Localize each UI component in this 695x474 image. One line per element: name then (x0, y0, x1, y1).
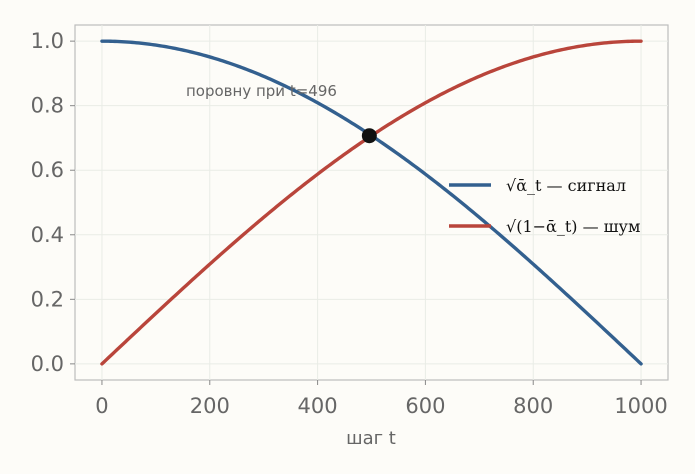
y-tick-label: 1.0 (31, 29, 64, 53)
y-tick-label: 0.8 (31, 94, 64, 118)
y-ticks: 0.0 0.2 0.4 0.6 0.8 1.0 (31, 29, 75, 376)
x-tick-label: 1000 (614, 394, 667, 418)
x-tick-label: 800 (513, 394, 553, 418)
x-ticks: 0 200 400 600 800 1000 (95, 380, 668, 418)
y-tick-label: 0.0 (31, 352, 64, 376)
y-tick-label: 0.2 (31, 287, 64, 311)
crossing-point-marker (361, 128, 377, 144)
legend-label: √(1−ᾱ_t) — шум (506, 217, 640, 236)
y-tick-label: 0.6 (31, 158, 64, 182)
x-axis-label: шаг t (346, 428, 396, 449)
crossing-annotation: поровну при t=496 (186, 82, 337, 100)
y-tick-label: 0.4 (31, 223, 64, 247)
x-tick-label: 200 (190, 394, 230, 418)
x-tick-label: 600 (405, 394, 445, 418)
series-lines (100, 39, 643, 366)
legend: √ᾱ_t — сигнал √(1−ᾱ_t) — шум (449, 176, 640, 236)
grid (75, 25, 668, 380)
x-tick-label: 400 (298, 394, 338, 418)
legend-label: √ᾱ_t — сигнал (506, 176, 626, 195)
plot-area (74, 24, 669, 381)
x-tick-label: 0 (95, 394, 108, 418)
